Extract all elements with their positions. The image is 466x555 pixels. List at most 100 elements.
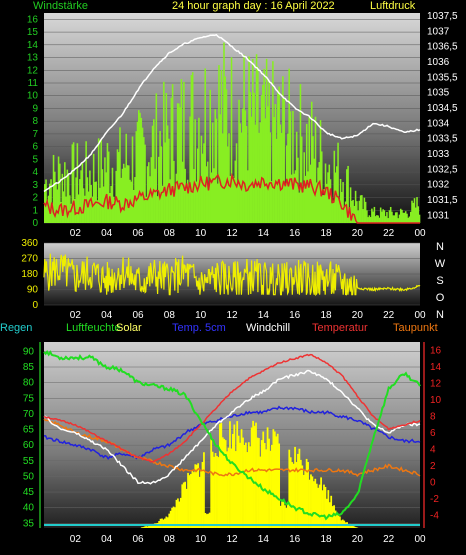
pressure-tick-label: 1036: [427, 57, 450, 68]
wind-bar: [97, 138, 100, 223]
solar-bar: [276, 433, 279, 528]
wind-bar: [373, 206, 376, 223]
wind-bar: [263, 68, 265, 223]
wind-bar: [96, 200, 99, 223]
solar-bar: [271, 444, 273, 528]
wind-bar: [237, 183, 239, 223]
wind-bar: [240, 132, 243, 223]
wind-bar: [242, 108, 244, 223]
solar-bar: [285, 507, 288, 528]
direction-x-tick-label: 20: [352, 310, 364, 321]
solar-bar: [185, 488, 188, 528]
solar-bar: [321, 490, 324, 528]
climate-x-axis-labels: 02 04 06 08 10 12 14 16 18 20 22 00: [70, 534, 426, 545]
climate-x-tick-label: 20: [352, 534, 364, 545]
humidity-tick-label: 70: [23, 409, 35, 420]
solar-bar: [305, 458, 308, 528]
wind-bar: [70, 203, 72, 223]
wind-x-axis-labels: 02 04 06 08 10 12 14 16 18 20 22 00: [70, 228, 426, 239]
wind-bar: [79, 179, 81, 223]
wind-bar: [160, 146, 163, 223]
wind-bar: [220, 69, 223, 223]
wind-x-tick-label: 04: [101, 228, 113, 239]
wind-bar: [250, 116, 253, 223]
wind-bar: [277, 90, 279, 223]
wind-bar: [117, 152, 120, 223]
temperature-tick-label: 8: [430, 411, 436, 422]
wind-bar: [354, 190, 357, 223]
solar-bar: [197, 463, 200, 528]
wind-bar: [153, 119, 155, 223]
wind-bar: [81, 162, 84, 223]
temperature-tick-label: 10: [430, 395, 442, 406]
wind-bar: [125, 133, 128, 223]
wind-bar: [417, 206, 420, 223]
wind-bar: [264, 118, 267, 223]
wind-bar: [303, 152, 305, 223]
wind-bar: [119, 127, 121, 223]
wind-bar: [80, 170, 82, 223]
wind-tick-label: 14: [27, 40, 39, 51]
wind-bar: [238, 99, 240, 223]
solar-bar: [237, 435, 240, 528]
wind-bar: [342, 182, 344, 223]
wind-bar: [310, 101, 313, 223]
wind-bar: [149, 176, 151, 223]
wind-bar: [226, 146, 229, 223]
wind-bar: [267, 106, 269, 223]
wind-bar: [367, 217, 369, 223]
solar-bar: [187, 472, 189, 528]
wind-bar: [315, 182, 318, 223]
wind-bar: [77, 194, 80, 223]
solar-bar: [218, 423, 221, 528]
climate-x-tick-label: 00: [414, 534, 426, 545]
wind-bar: [384, 216, 387, 223]
wind-bar: [253, 92, 255, 223]
wind-bar: [214, 109, 217, 223]
wind-bar: [72, 142, 75, 223]
wind-bar: [193, 169, 195, 223]
wind-direction-x-axis-labels: 02 04 06 08 10 12 14 16 18 20 22 00: [70, 310, 426, 321]
solar-bar: [308, 479, 311, 528]
solar-bar: [151, 525, 153, 528]
wind-bar: [401, 209, 403, 223]
wind-bar: [233, 177, 235, 223]
wind-x-tick-label: 16: [289, 228, 301, 239]
compass-letter: O: [436, 292, 445, 304]
wind-x-tick-label: 06: [132, 228, 144, 239]
solar-bar: [168, 513, 171, 528]
wind-bar: [273, 117, 275, 223]
solar-bar: [184, 481, 187, 528]
wind-bar: [270, 181, 273, 223]
wind-bar: [392, 215, 394, 223]
wind-bar: [135, 131, 138, 223]
temperature-tick-label: 6: [430, 428, 436, 439]
solar-bar: [323, 484, 325, 528]
solar-bar: [211, 451, 214, 528]
solar-bar: [336, 513, 338, 528]
solar-bar: [204, 513, 207, 528]
pressure-tick-label: 1031,5: [427, 195, 458, 206]
wind-bar: [343, 206, 346, 223]
solar-bar: [207, 513, 210, 528]
wind-bar: [268, 80, 270, 223]
wind-bar: [368, 215, 371, 223]
wind-bar: [399, 208, 402, 223]
solar-bar: [314, 478, 317, 528]
solar-bar: [247, 442, 250, 528]
wind-bar: [284, 185, 287, 223]
wind-bar: [239, 123, 242, 223]
solar-bar: [227, 447, 230, 528]
wind-bar: [64, 162, 66, 223]
wind-bar: [403, 212, 406, 223]
wind-bar: [304, 175, 307, 223]
wind-bar: [169, 179, 171, 223]
wind-bar: [391, 211, 393, 223]
wind-bar: [104, 157, 106, 223]
wind-bar: [183, 81, 185, 223]
legend-temperatur: Temperatur: [312, 322, 368, 334]
solar-bar: [242, 437, 244, 528]
dewpoint-line: [43, 418, 421, 478]
solar-bar: [350, 524, 353, 528]
